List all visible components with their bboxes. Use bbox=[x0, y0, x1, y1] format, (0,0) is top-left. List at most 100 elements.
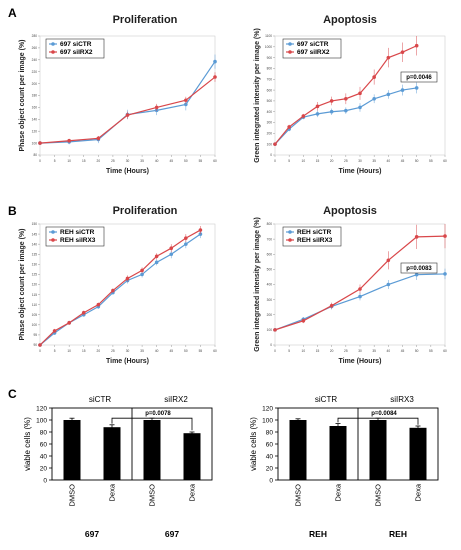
y-tick-label: 110 bbox=[32, 303, 37, 307]
cell-line-label: 697 bbox=[165, 529, 179, 539]
y-axis-label: viable cells (%) bbox=[23, 417, 32, 471]
x-tick-label: 15 bbox=[82, 159, 86, 163]
data-point bbox=[414, 43, 419, 48]
y-tick-label: 60 bbox=[40, 441, 48, 448]
y-tick-label: 500 bbox=[267, 268, 273, 272]
data-point bbox=[184, 242, 188, 246]
y-tick-label: 400 bbox=[267, 283, 273, 287]
data-point bbox=[358, 91, 362, 96]
y-tick-label: 125 bbox=[32, 273, 38, 277]
x-tick-label: 45 bbox=[169, 159, 173, 163]
y-tick-label: 100 bbox=[32, 323, 38, 327]
data-point bbox=[52, 329, 57, 333]
y-axis-label: Green integrated intensity per image (%) bbox=[254, 217, 261, 352]
x-tick-label: 15 bbox=[82, 349, 86, 353]
x-tick-label: 35 bbox=[140, 159, 144, 163]
x-axis-label: Time (Hours) bbox=[338, 358, 381, 365]
x-tick-label: 50 bbox=[415, 159, 419, 163]
legend-box bbox=[282, 38, 342, 59]
x-tick-label: 50 bbox=[415, 349, 419, 353]
data-point bbox=[287, 125, 291, 129]
legend-box bbox=[45, 226, 105, 247]
x-tick-label: 45 bbox=[401, 349, 405, 353]
y-tick-label: 60 bbox=[266, 441, 274, 448]
data-point bbox=[67, 138, 71, 143]
panel-label-c: C bbox=[8, 387, 17, 401]
x-tick-label: 5 bbox=[288, 159, 290, 163]
data-point bbox=[81, 310, 86, 315]
x-tick-label: 35 bbox=[372, 159, 376, 163]
y-tick-label: 160 bbox=[32, 106, 38, 110]
x-tick-label: 5 bbox=[54, 349, 56, 353]
x-tick-label: 20 bbox=[97, 349, 101, 353]
y-tick-label: 80 bbox=[266, 429, 274, 436]
x-tick-label: 0 bbox=[274, 159, 276, 163]
y-tick-label: 0 bbox=[269, 477, 273, 484]
data-point bbox=[329, 109, 334, 114]
cell-line-label: REH bbox=[309, 529, 327, 539]
y-tick-label: 140 bbox=[32, 242, 38, 246]
category-label: Dexa bbox=[414, 483, 423, 501]
x-tick-label: 25 bbox=[111, 159, 115, 163]
y-tick-label: 220 bbox=[32, 70, 38, 74]
data-point bbox=[315, 112, 320, 116]
y-tick-label: 100 bbox=[36, 417, 47, 424]
y-tick-label: 140 bbox=[32, 118, 38, 122]
y-tick-label: 40 bbox=[40, 453, 48, 460]
legend-swatch-marker bbox=[288, 230, 292, 234]
x-axis-label: Time (Hours) bbox=[106, 358, 149, 365]
line-chart-B-apoptosis: 0 100 200 300 400 500 600 700 800 0 5 10 15 20 25 30 35 4… bbox=[254, 205, 447, 365]
data-point bbox=[358, 294, 362, 299]
x-tick-label: 10 bbox=[67, 349, 71, 353]
x-tick-label: 0 bbox=[274, 349, 276, 353]
chart-title: Proliferation bbox=[113, 205, 178, 217]
x-tick-label: 10 bbox=[67, 159, 71, 163]
data-point bbox=[38, 343, 42, 347]
y-tick-label: 120 bbox=[32, 129, 38, 133]
category-label: Dexa bbox=[188, 483, 197, 501]
y-tick-label: 145 bbox=[32, 232, 38, 236]
group-label: siIRX3 bbox=[390, 395, 414, 404]
data-point bbox=[154, 260, 159, 265]
data-point bbox=[386, 55, 391, 60]
bar-chart-C-REH: 0 20 40 60 80 100 120 viable cells (%) siCTR siIR… bbox=[249, 395, 439, 539]
bar bbox=[409, 427, 427, 480]
x-tick-label: 35 bbox=[140, 349, 144, 353]
x-tick-label: 60 bbox=[443, 159, 447, 163]
category-label: DMSO bbox=[294, 484, 303, 507]
y-tick-label: 95 bbox=[33, 333, 37, 337]
data-point bbox=[125, 276, 130, 281]
data-point bbox=[400, 88, 405, 92]
y-axis-label: Green integrated intensity per image (%) bbox=[254, 28, 261, 163]
legend-label: REH siIRX3 bbox=[60, 237, 96, 244]
x-tick-label: 35 bbox=[372, 349, 376, 353]
y-tick-label: 0 bbox=[270, 343, 272, 347]
y-tick-label: 200 bbox=[32, 82, 38, 86]
data-point bbox=[38, 141, 42, 145]
data-point bbox=[414, 235, 419, 239]
significance-bracket bbox=[337, 417, 419, 425]
data-point bbox=[443, 234, 447, 238]
data-point bbox=[273, 142, 277, 146]
data-point bbox=[67, 321, 71, 325]
y-tick-label: 40 bbox=[266, 453, 274, 460]
y-tick-label: 150 bbox=[32, 222, 38, 226]
bar-chart-C-697: 0 20 40 60 80 100 120 viable cells (%) siCTR siIR… bbox=[23, 395, 213, 539]
x-tick-label: 10 bbox=[302, 349, 306, 353]
chart-title: Proliferation bbox=[113, 14, 178, 26]
y-axis-label: Phase object count per image (%) bbox=[19, 228, 26, 340]
data-point bbox=[96, 136, 101, 141]
data-point bbox=[329, 303, 334, 308]
x-tick-label: 0 bbox=[39, 159, 41, 163]
legend-swatch-marker bbox=[51, 50, 55, 54]
legend-label: REH siCTR bbox=[297, 229, 332, 236]
x-tick-label: 20 bbox=[330, 159, 334, 163]
legend-label: REH siIRX3 bbox=[297, 237, 333, 244]
bar bbox=[289, 420, 307, 480]
line-chart-B-proliferation: 90 95 100 105 110 115 120 125 130 135 140 145 150 0 5 1… bbox=[19, 205, 217, 365]
x-tick-label: 5 bbox=[54, 159, 56, 163]
legend-swatch-marker bbox=[288, 238, 292, 242]
